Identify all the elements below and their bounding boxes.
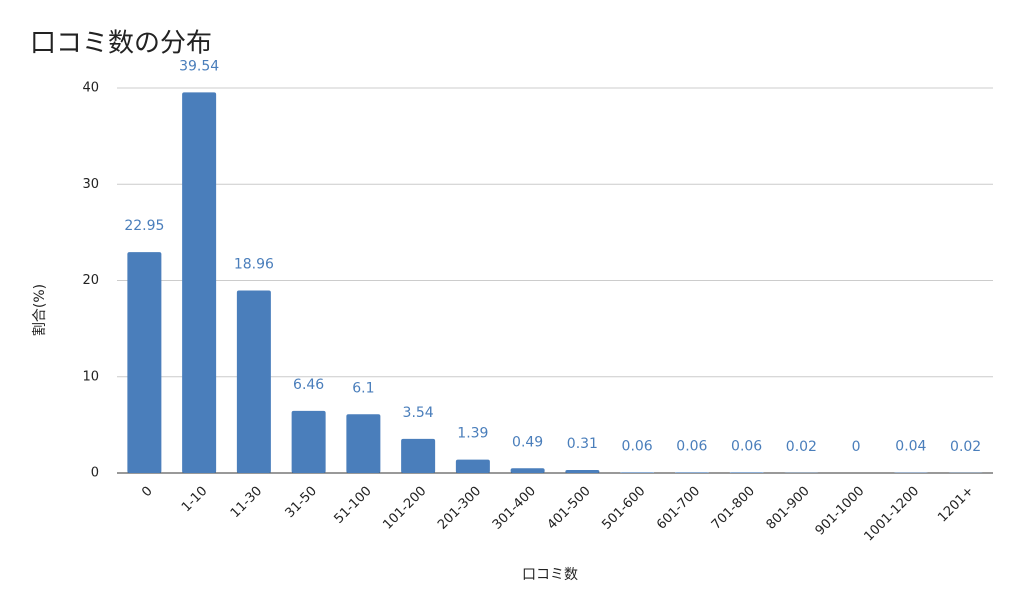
x-tick-label: 401-500 xyxy=(545,484,594,533)
bar xyxy=(401,438,436,473)
x-tick-label: 301-400 xyxy=(490,484,539,533)
x-axis-label: 口コミ数 xyxy=(522,567,578,583)
bar xyxy=(455,459,490,473)
x-tick-label: 201-300 xyxy=(435,484,484,533)
x-tick-label: 0 xyxy=(139,484,155,500)
y-tick-label: 40 xyxy=(82,81,99,96)
x-tick-label: 51-100 xyxy=(332,484,375,527)
bar xyxy=(565,470,600,473)
bar xyxy=(291,410,326,473)
x-tick-label: 601-700 xyxy=(654,484,703,533)
x-tick-label: 901-1000 xyxy=(813,484,868,539)
data-label: 0.49 xyxy=(512,434,543,450)
data-label: 1.39 xyxy=(457,426,488,442)
y-axis-label: 割合(%) xyxy=(31,284,48,336)
chart-title: 口コミ数の分布 xyxy=(30,29,212,59)
data-label: 0 xyxy=(852,439,861,455)
data-label: 39.54 xyxy=(179,58,219,74)
bar xyxy=(127,252,162,473)
bar xyxy=(510,468,545,473)
data-label: 0.02 xyxy=(950,439,981,455)
bar xyxy=(674,472,709,473)
x-tick-label: 501-600 xyxy=(599,484,648,533)
x-tick-label: 11-30 xyxy=(228,484,265,521)
y-tick-label: 0 xyxy=(91,466,99,481)
x-tick-label: 31-50 xyxy=(283,484,320,521)
x-tick-label: 1201+ xyxy=(935,484,977,526)
data-label: 3.54 xyxy=(403,405,434,421)
bar xyxy=(346,414,381,473)
data-label: 0.06 xyxy=(622,438,653,454)
x-tick-label: 701-800 xyxy=(709,484,758,533)
y-tick-label: 10 xyxy=(82,369,99,384)
bar xyxy=(620,472,655,473)
bar xyxy=(236,290,271,473)
data-label: 0.06 xyxy=(676,438,707,454)
bar xyxy=(729,472,764,473)
bar xyxy=(182,92,217,474)
data-label: 22.95 xyxy=(124,218,164,234)
x-tick-label: 1-10 xyxy=(179,484,210,515)
data-label: 0.31 xyxy=(567,436,598,452)
x-tick-label: 801-900 xyxy=(764,484,813,533)
x-tick-label: 1001-1200 xyxy=(861,484,922,545)
x-tick-label: 101-200 xyxy=(380,484,429,533)
y-tick-label: 30 xyxy=(82,177,99,192)
data-label: 18.96 xyxy=(234,257,274,273)
data-label: 0.06 xyxy=(731,438,762,454)
y-tick-label: 20 xyxy=(82,273,99,288)
data-label: 0.02 xyxy=(786,439,817,455)
data-label: 6.1 xyxy=(352,380,374,396)
data-label: 6.46 xyxy=(293,377,324,393)
data-label: 0.04 xyxy=(895,439,926,455)
